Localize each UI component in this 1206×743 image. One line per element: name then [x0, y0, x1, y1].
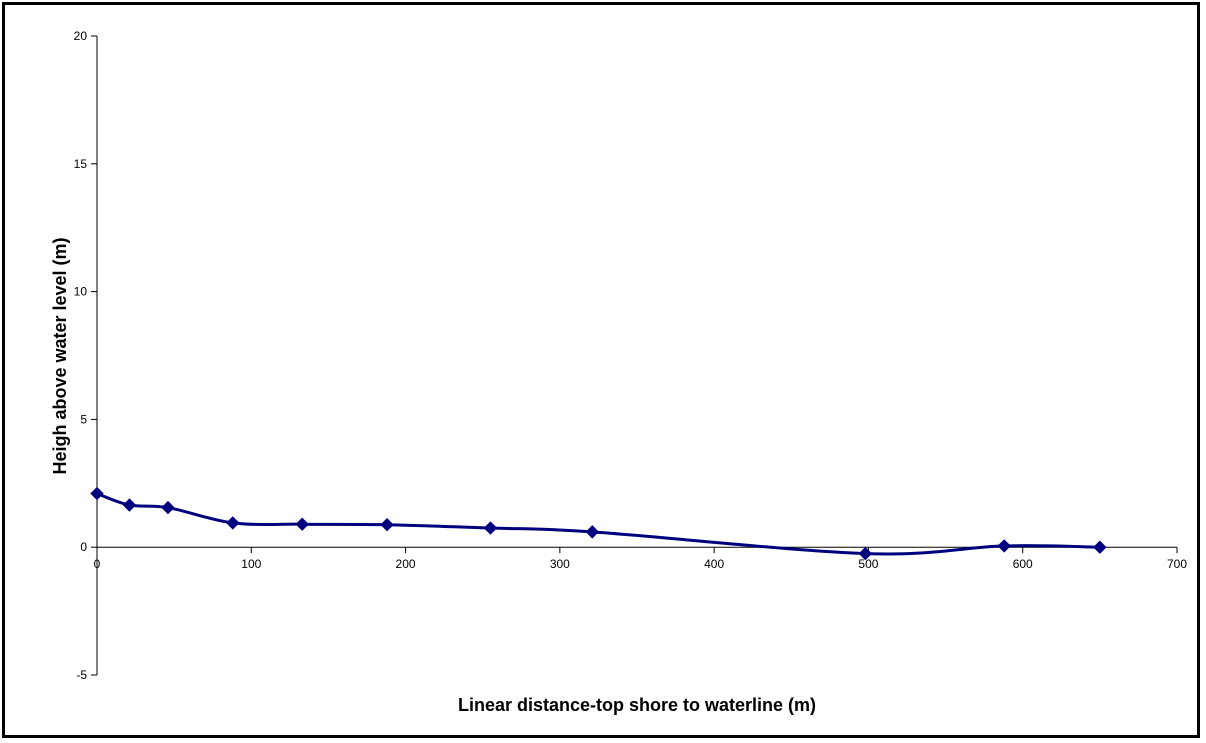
- x-tick-label: 700: [1167, 557, 1187, 571]
- x-axis-label: Linear distance-top shore to waterline (…: [458, 695, 816, 715]
- data-point: [295, 517, 309, 531]
- y-tick-label: 0: [80, 540, 87, 554]
- y-axis-label: Heigh above water level (m): [50, 237, 70, 474]
- y-tick-label: 15: [74, 157, 88, 171]
- x-tick-label: 0: [94, 557, 101, 571]
- series-line: [96, 492, 1100, 556]
- data-point: [122, 498, 137, 512]
- y-tick-label: 10: [74, 285, 88, 299]
- data-point: [380, 518, 394, 532]
- x-tick-label: 300: [550, 557, 570, 571]
- x-tick-label: 200: [396, 557, 416, 571]
- data-series: [90, 486, 1107, 561]
- data-point: [858, 546, 873, 561]
- data-point: [226, 516, 240, 530]
- axes: [91, 35, 1178, 676]
- x-tick-label: 500: [858, 557, 878, 571]
- x-tick-label: 600: [1013, 557, 1033, 571]
- data-point: [90, 486, 104, 501]
- y-tick-label: -5: [76, 668, 87, 682]
- data-point: [1093, 540, 1107, 554]
- x-tick-label: 400: [704, 557, 724, 571]
- data-point: [997, 539, 1011, 553]
- y-tick-label: 20: [74, 29, 88, 43]
- data-point: [585, 525, 599, 539]
- data-point: [161, 500, 175, 515]
- data-point: [483, 521, 498, 535]
- y-tick-label: 5: [80, 412, 87, 426]
- x-tick-label: 100: [241, 557, 261, 571]
